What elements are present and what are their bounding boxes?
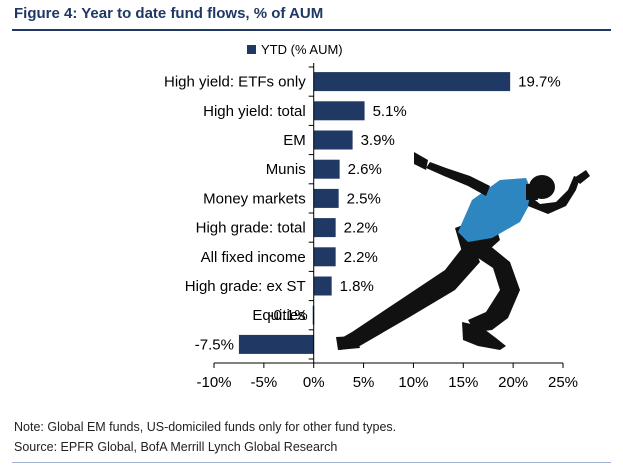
category-label: High yield: ETFs only: [164, 74, 306, 91]
bottom-divider: [12, 462, 611, 463]
data-label: 2.5%: [347, 190, 381, 207]
bar: [313, 276, 332, 296]
data-label: 5.1%: [373, 103, 407, 120]
category-label: All fixed income: [201, 249, 306, 266]
x-tick-label: 10%: [398, 374, 428, 391]
x-tick-label: 25%: [548, 374, 578, 391]
plot-area: High yield: ETFs only 19.7% High yield: to…: [164, 63, 578, 391]
data-label: 3.9%: [361, 132, 395, 149]
x-tick-label: -5%: [251, 374, 278, 391]
legend-label: YTD (% AUM): [261, 42, 343, 57]
category-label: Money markets: [203, 190, 306, 207]
x-tick-label: 0%: [303, 374, 325, 391]
legend-swatch: [247, 45, 256, 54]
bar: [313, 159, 340, 179]
chart-title: Figure 4: Year to date fund flows, % of …: [14, 5, 324, 22]
bar: [313, 218, 336, 238]
data-label: 1.8%: [340, 278, 374, 295]
bar: [313, 130, 353, 150]
sprinter-silhouette-icon: [336, 152, 590, 350]
title-divider: [12, 29, 611, 31]
data-label: 2.2%: [344, 249, 378, 266]
data-label: 2.2%: [344, 220, 378, 237]
x-tick-label: 5%: [353, 374, 375, 391]
chart-legend: YTD (% AUM): [247, 42, 343, 57]
data-label: -0.1%: [269, 307, 308, 324]
category-label: Munis: [266, 161, 306, 178]
x-tick-label: -10%: [196, 374, 231, 391]
data-label: 2.6%: [348, 161, 382, 178]
x-tick-label: 20%: [498, 374, 528, 391]
bar: [313, 247, 336, 267]
bar: [313, 101, 365, 121]
category-label: High grade: total: [196, 220, 306, 237]
category-label: High grade: ex ST: [185, 278, 306, 295]
bar: [313, 72, 511, 92]
category-label: High yield: total: [203, 103, 306, 120]
category-label: EM: [283, 132, 306, 149]
category-label: Equities: [252, 307, 305, 324]
bar: [238, 334, 314, 354]
chart-source: Source: EPFR Global, BofA Merrill Lynch …: [14, 440, 338, 454]
data-label: -7.5%: [195, 336, 234, 353]
data-label: 19.7%: [518, 74, 561, 91]
chart-note: Note: Global EM funds, US-domiciled fund…: [14, 420, 397, 434]
x-tick-label: 15%: [448, 374, 478, 391]
bar: [313, 188, 339, 208]
